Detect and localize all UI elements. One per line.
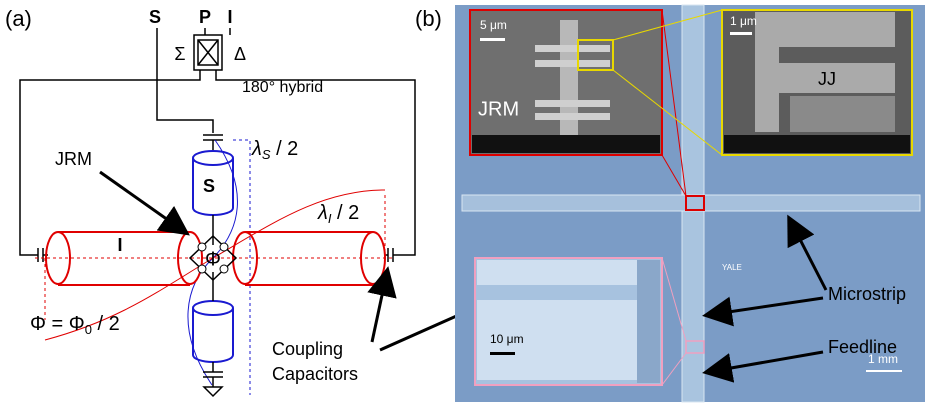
panel-label: (b) bbox=[415, 6, 442, 31]
scale-label: 5 μm bbox=[480, 18, 507, 32]
scale-label: 10 μm bbox=[490, 332, 524, 346]
coupling-label: Coupling bbox=[272, 339, 343, 359]
hybrid-label: 180° hybrid bbox=[242, 79, 323, 96]
scale-label: 1 μm bbox=[730, 14, 757, 28]
lambda-i: λI / 2 bbox=[317, 202, 359, 226]
port-label: P bbox=[199, 7, 211, 27]
panel-b: (b) 5 μm JRM 1 μm JJ 10 μm bbox=[415, 5, 925, 402]
figure: (a) S P I Σ Δ 180° hybrid S bbox=[0, 0, 930, 407]
coupling-label: Capacitors bbox=[272, 364, 358, 384]
logo: YALE bbox=[722, 263, 742, 272]
panel-label: (a) bbox=[5, 6, 32, 31]
port-label: S bbox=[149, 7, 161, 27]
resonator-label: I bbox=[117, 235, 122, 255]
microstrip-label: Microstrip bbox=[828, 284, 906, 304]
inset-label: JJ bbox=[818, 69, 836, 89]
delta-symbol: Δ bbox=[234, 44, 246, 64]
microstrip-strip bbox=[462, 195, 920, 211]
resonator-label: S bbox=[203, 176, 215, 196]
flux-condition: Φ = Φ0 / 2 bbox=[30, 313, 120, 337]
sum-symbol: Σ bbox=[174, 44, 185, 64]
lambda-s: λS / 2 bbox=[251, 138, 298, 162]
port-label: I bbox=[227, 7, 232, 27]
inset-label: JRM bbox=[478, 98, 519, 120]
panel-a: (a) S P I Σ Δ 180° hybrid S bbox=[5, 6, 515, 396]
jrm-label: JRM bbox=[55, 149, 92, 169]
flux-symbol: Φ bbox=[205, 248, 221, 270]
scale-label: 1 mm bbox=[868, 352, 898, 366]
